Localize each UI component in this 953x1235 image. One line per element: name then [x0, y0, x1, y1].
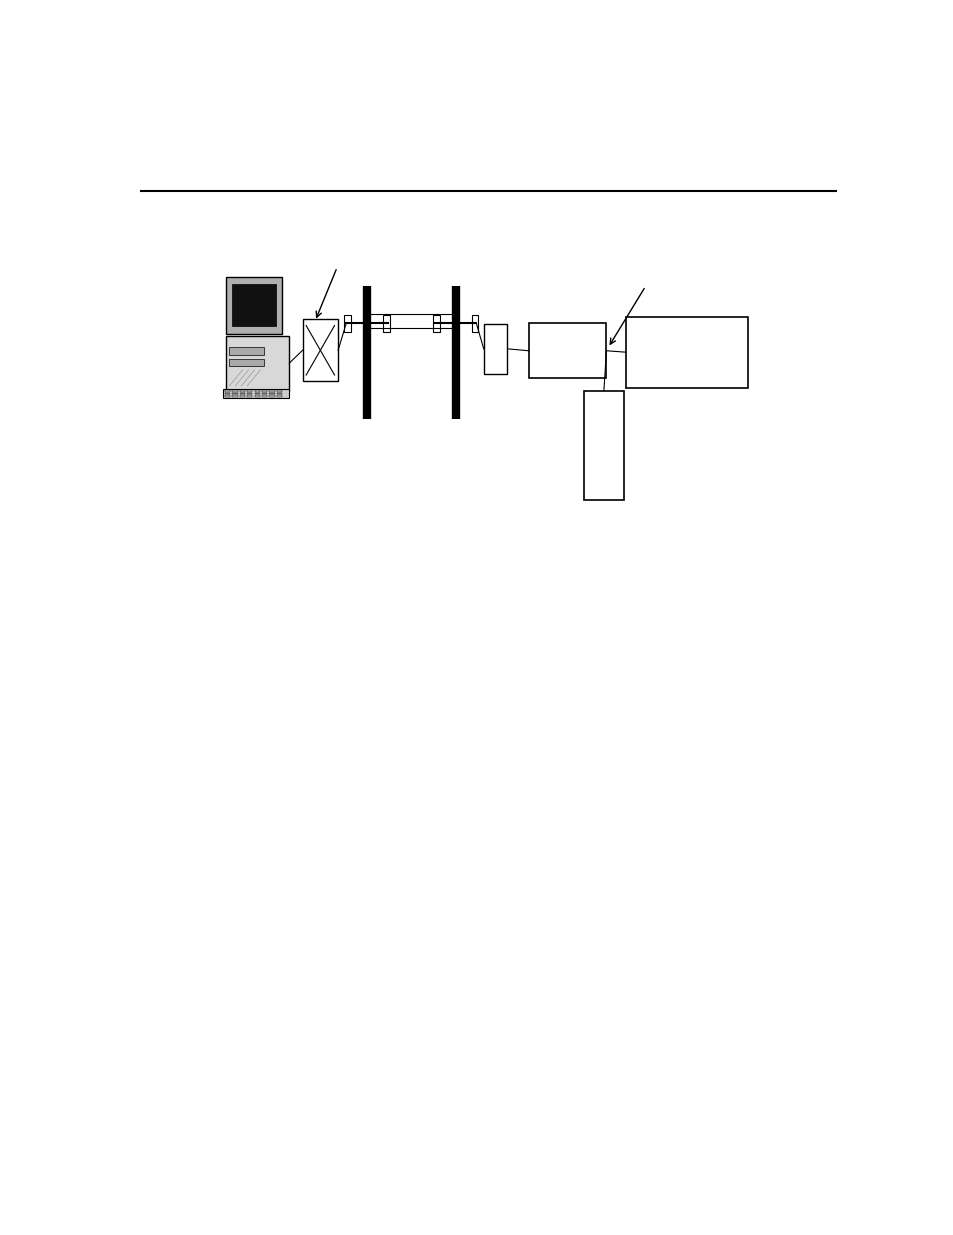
Bar	[239, 390, 245, 391]
Bar	[269, 395, 274, 398]
Bar	[233, 284, 275, 326]
Bar	[344, 315, 351, 332]
Bar	[276, 395, 282, 398]
Bar	[269, 393, 274, 394]
Bar	[226, 336, 289, 390]
Bar	[483, 324, 507, 373]
Bar	[226, 277, 281, 333]
Bar	[528, 324, 606, 378]
Bar	[239, 395, 245, 398]
Bar	[262, 393, 267, 394]
Bar	[225, 395, 230, 398]
Bar	[247, 395, 252, 398]
Bar	[247, 390, 252, 391]
Bar	[262, 390, 267, 391]
Bar	[254, 395, 259, 398]
Bar	[225, 390, 230, 391]
Bar	[433, 315, 439, 332]
Bar	[583, 390, 623, 500]
Bar	[233, 390, 237, 391]
Bar	[302, 320, 337, 382]
Bar	[276, 390, 282, 391]
Bar	[254, 390, 259, 391]
Bar	[269, 390, 274, 391]
Bar	[229, 359, 264, 366]
Bar	[239, 393, 245, 394]
Bar	[625, 316, 747, 388]
Bar	[262, 395, 267, 398]
Bar	[382, 315, 389, 332]
Bar	[247, 393, 252, 394]
Bar	[233, 395, 237, 398]
Bar	[222, 389, 289, 399]
Bar	[471, 315, 477, 332]
Bar	[276, 393, 282, 394]
Bar	[233, 393, 237, 394]
Bar	[229, 347, 264, 354]
Bar	[254, 393, 259, 394]
Bar	[225, 393, 230, 394]
